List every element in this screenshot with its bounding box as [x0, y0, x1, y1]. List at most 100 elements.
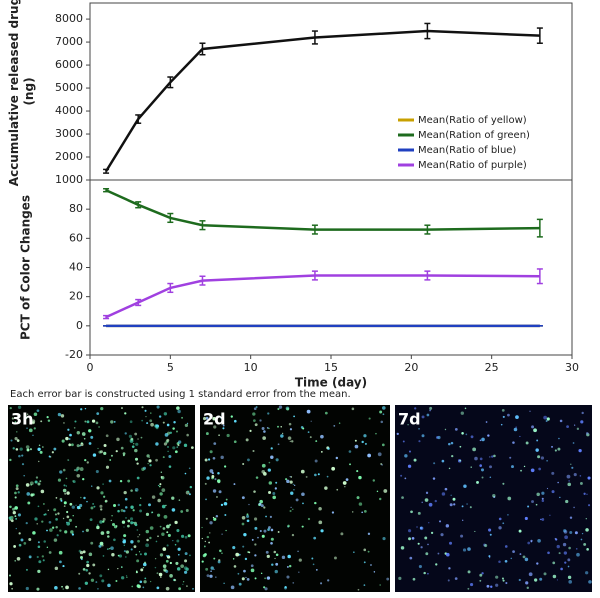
- fluorescent-dot: [253, 419, 256, 422]
- fluorescent-dot: [531, 500, 535, 504]
- fluorescent-dot: [65, 521, 68, 524]
- fluorescent-dot: [320, 450, 323, 453]
- fluorescent-dot: [102, 555, 105, 557]
- fluorescent-dot: [209, 450, 213, 454]
- fluorescent-dot: [541, 518, 545, 521]
- fluorescent-dot: [583, 542, 587, 546]
- fluorescent-dot: [135, 553, 138, 556]
- fluorescent-dot: [91, 419, 96, 423]
- fluorescent-dot: [400, 474, 403, 477]
- fluorescent-dot: [41, 520, 44, 523]
- fluorescent-dot: [91, 485, 93, 487]
- fluorescent-dot: [230, 415, 233, 418]
- fluorescent-dot: [522, 555, 526, 559]
- fluorescent-dot: [340, 532, 344, 536]
- fluorescent-dot: [211, 475, 215, 478]
- y-tick-label: 7000: [55, 35, 83, 48]
- fluorescent-dot: [537, 538, 541, 543]
- fluorescent-dot: [265, 550, 269, 554]
- fluorescent-dot: [18, 532, 21, 535]
- fluorescent-dot: [246, 513, 249, 516]
- fluorescent-dot: [35, 476, 39, 479]
- fluorescent-dot: [537, 455, 541, 459]
- fluorescent-dot: [315, 440, 318, 443]
- fluorescent-dot: [564, 561, 567, 564]
- fluorescent-dot: [292, 582, 295, 584]
- fluorescent-dot: [54, 586, 58, 590]
- fluorescent-dot: [531, 425, 535, 429]
- fluorescent-dot: [13, 545, 16, 548]
- fluorescent-dot: [356, 470, 359, 473]
- fluorescent-dot: [36, 587, 40, 591]
- fluorescent-dot: [501, 408, 505, 412]
- fluorescent-dot: [21, 463, 25, 466]
- fluorescent-dot: [205, 567, 209, 571]
- fluorescent-dot: [171, 496, 175, 500]
- fluorescent-dot: [372, 479, 376, 482]
- error-bar: [311, 224, 318, 235]
- fluorescent-dot: [163, 514, 168, 519]
- fluorescent-dot: [579, 475, 582, 477]
- fluorescent-dot: [187, 534, 191, 538]
- fluorescent-dot: [261, 426, 265, 430]
- fluorescent-dot: [144, 577, 147, 580]
- fluorescent-dot: [320, 529, 324, 533]
- fluorescent-dot: [275, 481, 278, 484]
- fluorescent-dot: [186, 422, 189, 425]
- fluorescent-dot: [130, 505, 134, 509]
- fluorescent-dot: [498, 560, 501, 563]
- fluorescent-dot: [474, 530, 476, 533]
- fluorescent-dot: [85, 568, 88, 572]
- error-bar: [311, 270, 318, 281]
- fluorescent-dot: [148, 503, 151, 507]
- fluorescent-dot: [140, 568, 144, 572]
- fluorescent-dot: [147, 462, 149, 465]
- fluorescent-dot: [558, 437, 560, 440]
- fluorescent-dot: [14, 491, 17, 495]
- fluorescent-dot: [568, 580, 573, 584]
- fluorescent-dot: [315, 568, 318, 571]
- fluorescent-dot: [566, 474, 571, 479]
- fluorescent-dot: [237, 572, 240, 575]
- fluorescent-dot: [449, 503, 453, 507]
- fluorescent-dot: [400, 546, 405, 550]
- fluorescent-dot: [541, 491, 545, 495]
- fluorescent-dot: [165, 559, 169, 563]
- fluorescent-dot: [69, 433, 72, 437]
- fluorescent-dot: [139, 553, 142, 556]
- fluorescent-dot: [292, 483, 294, 485]
- fluorescent-dot: [260, 504, 264, 508]
- fluorescent-dot: [187, 490, 190, 493]
- fluorescent-dot: [573, 473, 577, 477]
- fluorescent-dot: [90, 435, 94, 439]
- fluorescent-dot: [588, 580, 592, 584]
- fluorescent-dot: [207, 458, 211, 461]
- fluorescent-dot: [25, 483, 30, 487]
- fluorescent-dot: [581, 411, 584, 415]
- fluorescent-dot: [533, 428, 537, 433]
- fluorescent-dot: [408, 450, 412, 453]
- fluorescent-dot: [100, 531, 105, 535]
- fluorescent-dot: [95, 581, 98, 583]
- fluorescent-dot: [408, 537, 412, 541]
- fluorescent-dot: [12, 511, 16, 515]
- fluorescent-dot: [180, 510, 184, 513]
- fluorescent-dot: [547, 551, 550, 555]
- fluorescent-dot: [184, 423, 189, 428]
- fluorescent-dot: [519, 553, 522, 556]
- fluorescent-dot: [177, 409, 181, 414]
- x-tick-label: 20: [404, 361, 418, 374]
- fluorescent-dot: [427, 543, 429, 546]
- legend-label: Mean(Ratio of blue): [418, 145, 516, 156]
- fluorescent-dot: [103, 444, 107, 448]
- fluorescent-dot: [454, 428, 458, 431]
- fluorescent-dot: [155, 426, 159, 430]
- fluorescent-dot: [565, 499, 569, 504]
- fluorescent-dot: [472, 447, 477, 452]
- fluorescent-dot: [268, 461, 271, 464]
- fluorescent-dot: [39, 450, 43, 454]
- fluorescent-dot: [376, 490, 379, 493]
- fluorescent-dot: [188, 493, 191, 496]
- fluorescent-dot: [287, 436, 292, 440]
